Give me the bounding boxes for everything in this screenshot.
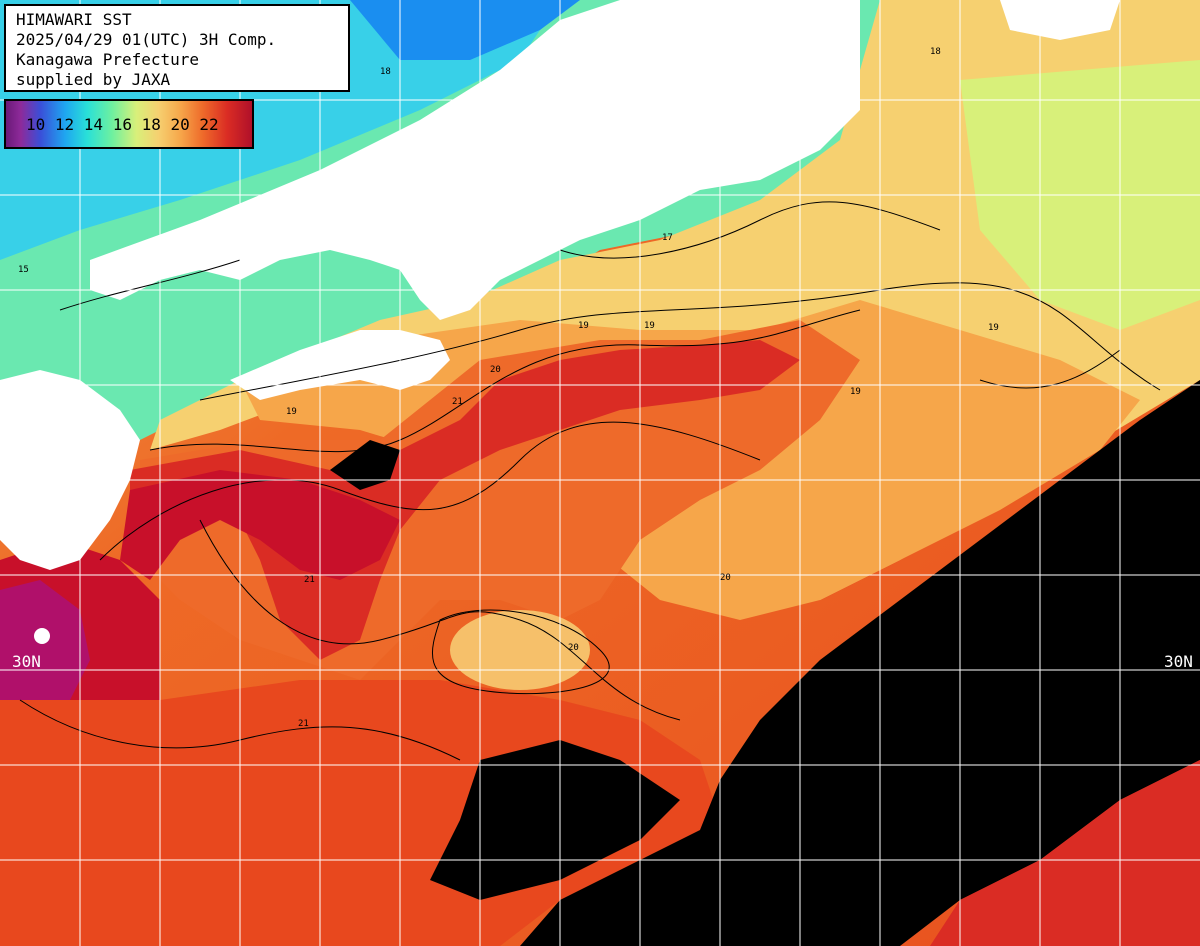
contour-label: 20 xyxy=(490,365,501,375)
product-info-box: HIMAWARI SST 2025/04/29 01(UTC) 3H Comp.… xyxy=(4,4,350,92)
contour-label: 19 xyxy=(850,387,861,397)
land-shikoku xyxy=(230,330,450,400)
coldest-water-patch xyxy=(350,0,580,60)
contour-label: 21 xyxy=(304,575,315,585)
land-kii xyxy=(330,440,400,490)
contour-label: 19 xyxy=(578,321,589,331)
contour-label: 19 xyxy=(644,321,655,331)
colorbar-tick-labels: 10 12 14 16 18 20 22 xyxy=(26,115,219,134)
cloud-mask-se xyxy=(520,380,1200,946)
product-datetime: 2025/04/29 01(UTC) 3H Comp. xyxy=(16,30,277,49)
land-northeast xyxy=(1000,0,1120,40)
contour-value-labels: 19 19 20 21 21 20 19 18 17 15 19 20 21 1… xyxy=(18,47,999,729)
land-honshu xyxy=(90,0,860,320)
latitude-label-left: 30N xyxy=(12,652,41,671)
land-kyushu xyxy=(0,370,140,570)
contour-label: 20 xyxy=(568,643,579,653)
product-region: Kanagawa Prefecture xyxy=(16,50,200,69)
latitude-label-right: 30N xyxy=(1164,652,1193,671)
product-credit: supplied by JAXA xyxy=(16,70,171,89)
contour-label: 19 xyxy=(286,407,297,417)
warm-core-red xyxy=(130,340,800,660)
contour-label: 18 xyxy=(930,47,941,57)
deep-red-core xyxy=(120,470,400,580)
temperature-colorbar: 10 12 14 16 18 20 22 xyxy=(4,99,254,149)
contour-label: 19 xyxy=(988,323,999,333)
contour-label: 20 xyxy=(720,573,731,583)
contour-label: 15 xyxy=(18,265,29,275)
contour-label: 21 xyxy=(452,397,463,407)
magenta-patch xyxy=(0,580,90,730)
contour-label: 17 xyxy=(662,233,673,243)
contour-label: 18 xyxy=(380,67,391,77)
contour-label: 21 xyxy=(298,719,309,729)
warm-water-far-se xyxy=(930,760,1200,946)
land-island-small xyxy=(34,628,50,644)
product-title: HIMAWARI SST xyxy=(16,10,132,29)
